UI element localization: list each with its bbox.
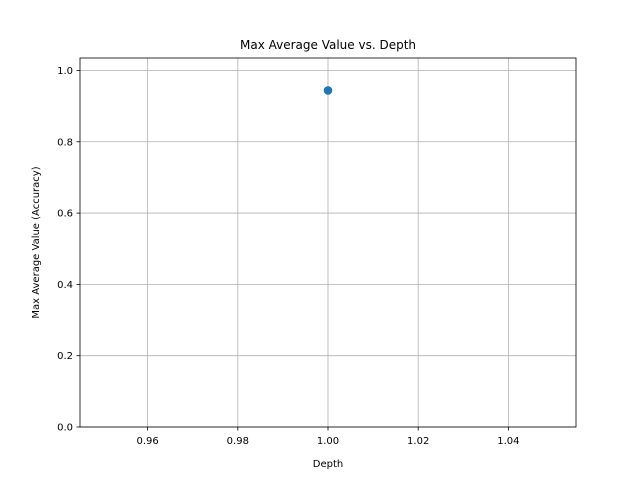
y-tick-label: 0.2 bbox=[57, 351, 73, 362]
x-tick-label: 1.00 bbox=[317, 436, 339, 447]
y-tick-label: 0.0 bbox=[57, 423, 73, 434]
y-axis-label: Max Average Value (Accuracy) bbox=[31, 166, 42, 318]
chart-title: Max Average Value vs. Depth bbox=[240, 38, 416, 52]
data-point bbox=[323, 86, 333, 95]
x-tick-label: 0.98 bbox=[227, 436, 249, 447]
x-axis-label: Depth bbox=[313, 459, 343, 470]
y-tick-label: 0.8 bbox=[57, 137, 73, 148]
plot-frame bbox=[79, 57, 577, 428]
x-tick-label: 1.02 bbox=[407, 436, 429, 447]
y-tick-label: 1.0 bbox=[57, 66, 73, 77]
ticks-layer: 0.96 0.98 1.00 1.02 1.04 0.0 0.2 0.4 0.6 0.8 1.0 bbox=[57, 66, 519, 447]
y-tick-label: 0.4 bbox=[57, 280, 73, 291]
points-layer bbox=[323, 86, 333, 95]
y-tick-label: 0.6 bbox=[57, 209, 73, 220]
x-tick-label: 0.96 bbox=[137, 436, 159, 447]
x-tick-label: 1.04 bbox=[497, 436, 519, 447]
